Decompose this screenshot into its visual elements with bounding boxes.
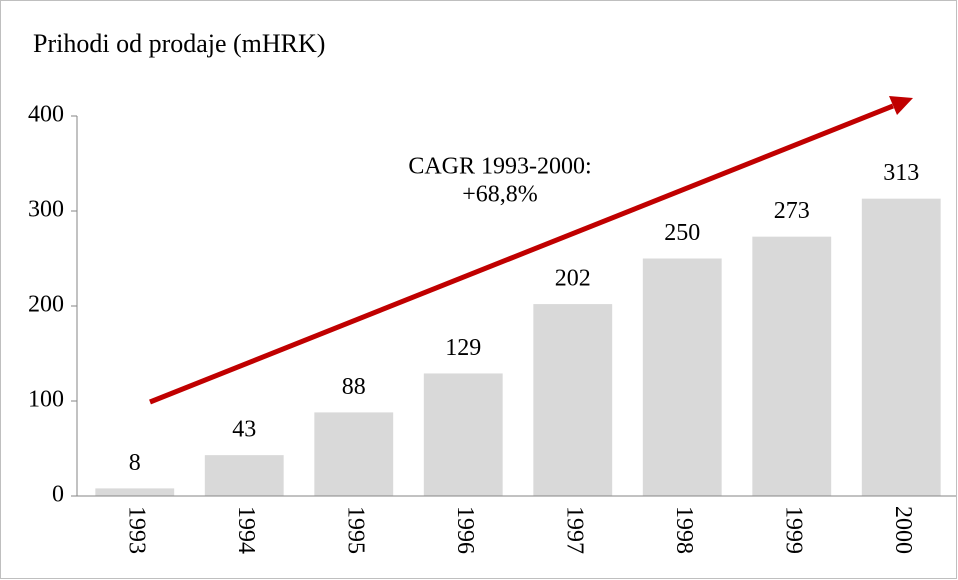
chart-title: Prihodi od prodaje (mHRK) bbox=[33, 29, 325, 58]
bar bbox=[642, 258, 722, 496]
annotation: CAGR 1993-2000: bbox=[408, 154, 591, 180]
x-tick-label: 1993 bbox=[123, 506, 149, 554]
trend-arrow bbox=[149, 103, 894, 405]
data-label: 88 bbox=[342, 374, 366, 400]
annotation: +68,8% bbox=[462, 182, 538, 208]
data-label: 273 bbox=[774, 198, 810, 224]
data-label: 129 bbox=[445, 335, 481, 361]
x-tick-label: 1998 bbox=[671, 506, 697, 554]
bar bbox=[861, 198, 941, 496]
bar bbox=[95, 488, 175, 496]
data-label: 43 bbox=[232, 417, 256, 443]
x-tick-label: 1999 bbox=[780, 506, 806, 554]
y-tick-label: 100 bbox=[28, 387, 64, 413]
bar bbox=[533, 304, 613, 496]
data-label: 313 bbox=[883, 160, 919, 186]
x-tick-label: 1997 bbox=[561, 506, 587, 554]
bar bbox=[314, 412, 394, 496]
bar bbox=[204, 455, 284, 496]
x-tick-label: 1994 bbox=[233, 506, 259, 554]
bar bbox=[752, 236, 832, 496]
data-label: 202 bbox=[555, 266, 591, 292]
y-tick-label: 0 bbox=[52, 482, 64, 508]
data-label: 8 bbox=[129, 450, 141, 476]
y-tick-label: 300 bbox=[28, 197, 64, 223]
x-tick-label: 2000 bbox=[890, 506, 916, 554]
arrow-head bbox=[889, 96, 913, 115]
bar bbox=[423, 373, 503, 496]
y-tick-label: 200 bbox=[28, 292, 64, 318]
data-label: 250 bbox=[664, 220, 700, 246]
x-tick-label: 1995 bbox=[342, 506, 368, 554]
y-tick-label: 400 bbox=[28, 102, 64, 128]
x-tick-label: 1996 bbox=[452, 506, 478, 554]
